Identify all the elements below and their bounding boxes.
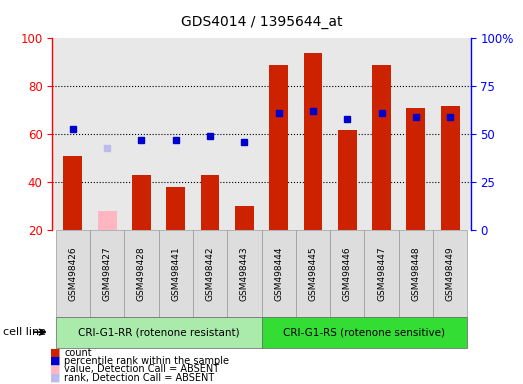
Text: rank, Detection Call = ABSENT: rank, Detection Call = ABSENT xyxy=(64,373,214,383)
Text: ■: ■ xyxy=(50,348,60,358)
Bar xyxy=(124,230,158,317)
Text: GSM498443: GSM498443 xyxy=(240,246,249,301)
Bar xyxy=(433,230,467,317)
Bar xyxy=(406,108,425,230)
Bar xyxy=(399,230,433,317)
Bar xyxy=(296,230,330,317)
Bar xyxy=(269,65,288,230)
Bar xyxy=(132,175,151,230)
Bar xyxy=(63,156,82,230)
Text: value, Detection Call = ABSENT: value, Detection Call = ABSENT xyxy=(64,364,220,374)
Text: GDS4014 / 1395644_at: GDS4014 / 1395644_at xyxy=(181,15,342,29)
Text: GSM498449: GSM498449 xyxy=(446,246,454,301)
Text: ■: ■ xyxy=(50,356,60,366)
Bar xyxy=(330,230,365,317)
Bar xyxy=(193,230,227,317)
Bar xyxy=(56,230,90,317)
Bar xyxy=(303,53,322,230)
Bar xyxy=(56,317,262,348)
Text: GSM498428: GSM498428 xyxy=(137,246,146,301)
Bar xyxy=(365,230,399,317)
Text: CRI-G1-RS (rotenone sensitive): CRI-G1-RS (rotenone sensitive) xyxy=(283,327,446,337)
Bar xyxy=(201,175,220,230)
Bar xyxy=(90,230,124,317)
Text: GSM498427: GSM498427 xyxy=(103,246,112,301)
Text: CRI-G1-RR (rotenone resistant): CRI-G1-RR (rotenone resistant) xyxy=(78,327,240,337)
Text: percentile rank within the sample: percentile rank within the sample xyxy=(64,356,229,366)
Bar xyxy=(372,65,391,230)
Text: GSM498445: GSM498445 xyxy=(309,246,317,301)
Text: GSM498446: GSM498446 xyxy=(343,246,352,301)
Text: GSM498426: GSM498426 xyxy=(69,246,77,301)
Bar xyxy=(235,207,254,230)
Bar xyxy=(441,106,460,230)
Text: ■: ■ xyxy=(50,373,60,383)
Text: GSM498448: GSM498448 xyxy=(411,246,420,301)
Bar xyxy=(338,129,357,230)
Text: ■: ■ xyxy=(50,364,60,374)
Bar xyxy=(227,230,262,317)
Text: cell line: cell line xyxy=(3,327,46,337)
Text: GSM498442: GSM498442 xyxy=(206,247,214,301)
Text: count: count xyxy=(64,348,92,358)
Bar xyxy=(98,211,117,230)
Text: GSM498447: GSM498447 xyxy=(377,246,386,301)
Bar xyxy=(262,317,467,348)
Bar xyxy=(158,230,193,317)
Text: GSM498444: GSM498444 xyxy=(274,247,283,301)
Bar xyxy=(166,187,185,230)
Text: GSM498441: GSM498441 xyxy=(171,246,180,301)
Bar xyxy=(262,230,296,317)
